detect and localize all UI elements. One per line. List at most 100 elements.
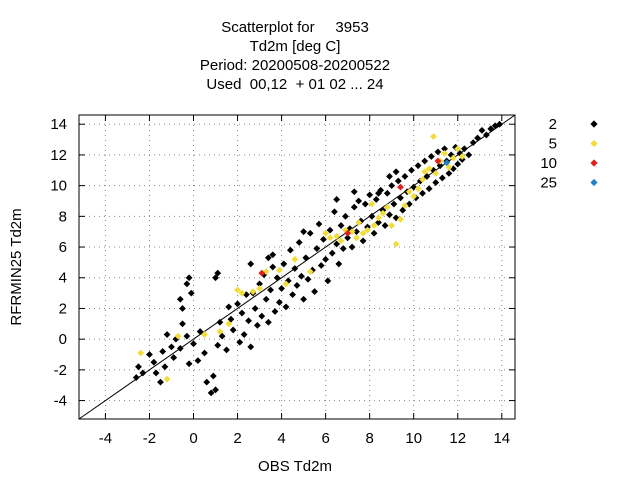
data-point bbox=[421, 157, 429, 165]
data-point bbox=[163, 375, 171, 383]
data-point bbox=[298, 272, 305, 280]
data-point bbox=[293, 282, 301, 289]
y-tick-label: 14 bbox=[50, 116, 67, 133]
data-point bbox=[209, 372, 217, 380]
data-point bbox=[381, 222, 389, 229]
x-tick-label: 2 bbox=[233, 430, 241, 447]
data-point bbox=[322, 229, 330, 237]
data-point bbox=[397, 183, 404, 191]
data-point bbox=[207, 389, 215, 397]
data-point bbox=[326, 226, 334, 234]
data-point bbox=[355, 219, 363, 226]
legend-marker bbox=[590, 159, 598, 167]
data-point bbox=[223, 346, 230, 354]
legend-label: 5 bbox=[549, 136, 557, 153]
data-point bbox=[273, 274, 281, 282]
data-point bbox=[447, 151, 455, 159]
data-point bbox=[344, 234, 352, 242]
data-point bbox=[300, 228, 308, 236]
data-point bbox=[282, 280, 290, 288]
data-point bbox=[295, 239, 303, 246]
x-axis-tick-labels: -4 -2 0 2 4 6 8 10 12 14 bbox=[99, 430, 510, 447]
data-point bbox=[383, 203, 391, 211]
x-tick-label: 0 bbox=[189, 430, 197, 447]
data-point bbox=[487, 125, 495, 133]
data-points bbox=[132, 120, 503, 397]
data-point bbox=[179, 305, 186, 312]
data-point bbox=[408, 166, 415, 174]
data-point bbox=[454, 145, 462, 153]
data-point bbox=[247, 343, 255, 351]
data-point bbox=[161, 363, 169, 371]
data-point bbox=[322, 255, 330, 263]
data-point bbox=[333, 196, 341, 203]
data-point bbox=[337, 237, 345, 245]
plot-frame bbox=[78, 114, 516, 420]
data-point bbox=[361, 200, 369, 208]
legend-marker bbox=[590, 120, 598, 128]
data-point bbox=[253, 321, 261, 329]
y-tick-label: 6 bbox=[59, 239, 67, 256]
data-point bbox=[264, 254, 272, 262]
data-point bbox=[350, 188, 358, 196]
data-point bbox=[458, 153, 466, 160]
y-tick-label: 10 bbox=[50, 178, 67, 195]
series-2 bbox=[132, 120, 503, 397]
data-point bbox=[194, 357, 202, 365]
data-point bbox=[172, 335, 180, 343]
data-point bbox=[375, 219, 382, 226]
data-point bbox=[168, 343, 175, 351]
data-point bbox=[370, 222, 378, 229]
data-point bbox=[183, 280, 191, 288]
data-point bbox=[256, 280, 263, 288]
data-point bbox=[366, 191, 374, 199]
data-point bbox=[342, 212, 349, 220]
data-point bbox=[176, 295, 184, 303]
data-point bbox=[278, 285, 285, 292]
data-point bbox=[392, 168, 400, 176]
data-point bbox=[269, 263, 277, 271]
data-point bbox=[291, 265, 299, 272]
data-point bbox=[449, 154, 457, 162]
data-point bbox=[203, 378, 211, 386]
data-point bbox=[339, 245, 347, 252]
data-point bbox=[212, 274, 219, 282]
data-point bbox=[368, 212, 376, 220]
data-point bbox=[441, 149, 448, 157]
data-point bbox=[353, 234, 360, 242]
data-point bbox=[275, 266, 283, 274]
data-point bbox=[449, 165, 457, 173]
data-point bbox=[214, 341, 222, 349]
data-point bbox=[478, 126, 486, 134]
data-point bbox=[227, 315, 235, 323]
y-tick-label: -2 bbox=[54, 362, 67, 379]
data-point bbox=[353, 228, 360, 236]
y-tick-label: 0 bbox=[59, 331, 67, 348]
data-point bbox=[401, 173, 409, 180]
legend-marker bbox=[590, 139, 598, 148]
data-point bbox=[289, 291, 296, 299]
data-point bbox=[201, 331, 208, 338]
data-point bbox=[300, 295, 308, 303]
data-point bbox=[355, 197, 363, 205]
data-point bbox=[201, 349, 208, 357]
series-10 bbox=[258, 157, 442, 277]
legend-label: 2 bbox=[549, 116, 557, 133]
data-point bbox=[135, 363, 142, 371]
data-point bbox=[368, 200, 376, 208]
data-point bbox=[229, 326, 237, 334]
data-point bbox=[280, 260, 288, 268]
y-tick-label: 4 bbox=[59, 270, 67, 287]
data-point bbox=[150, 358, 158, 366]
title-line-4: Used 00,12 + 01 02 ... 24 bbox=[206, 76, 383, 93]
data-point bbox=[271, 308, 279, 315]
data-point bbox=[405, 188, 413, 196]
data-point bbox=[357, 217, 365, 225]
y-axis-tick-labels: -4 -2 0 2 4 6 8 10 12 14 bbox=[50, 116, 67, 409]
y-tick-label: -4 bbox=[54, 393, 67, 410]
data-point bbox=[238, 309, 246, 317]
data-point bbox=[267, 286, 274, 294]
y-axis-title: RFRMIN25 Td2m bbox=[8, 208, 25, 325]
data-point bbox=[401, 202, 409, 209]
